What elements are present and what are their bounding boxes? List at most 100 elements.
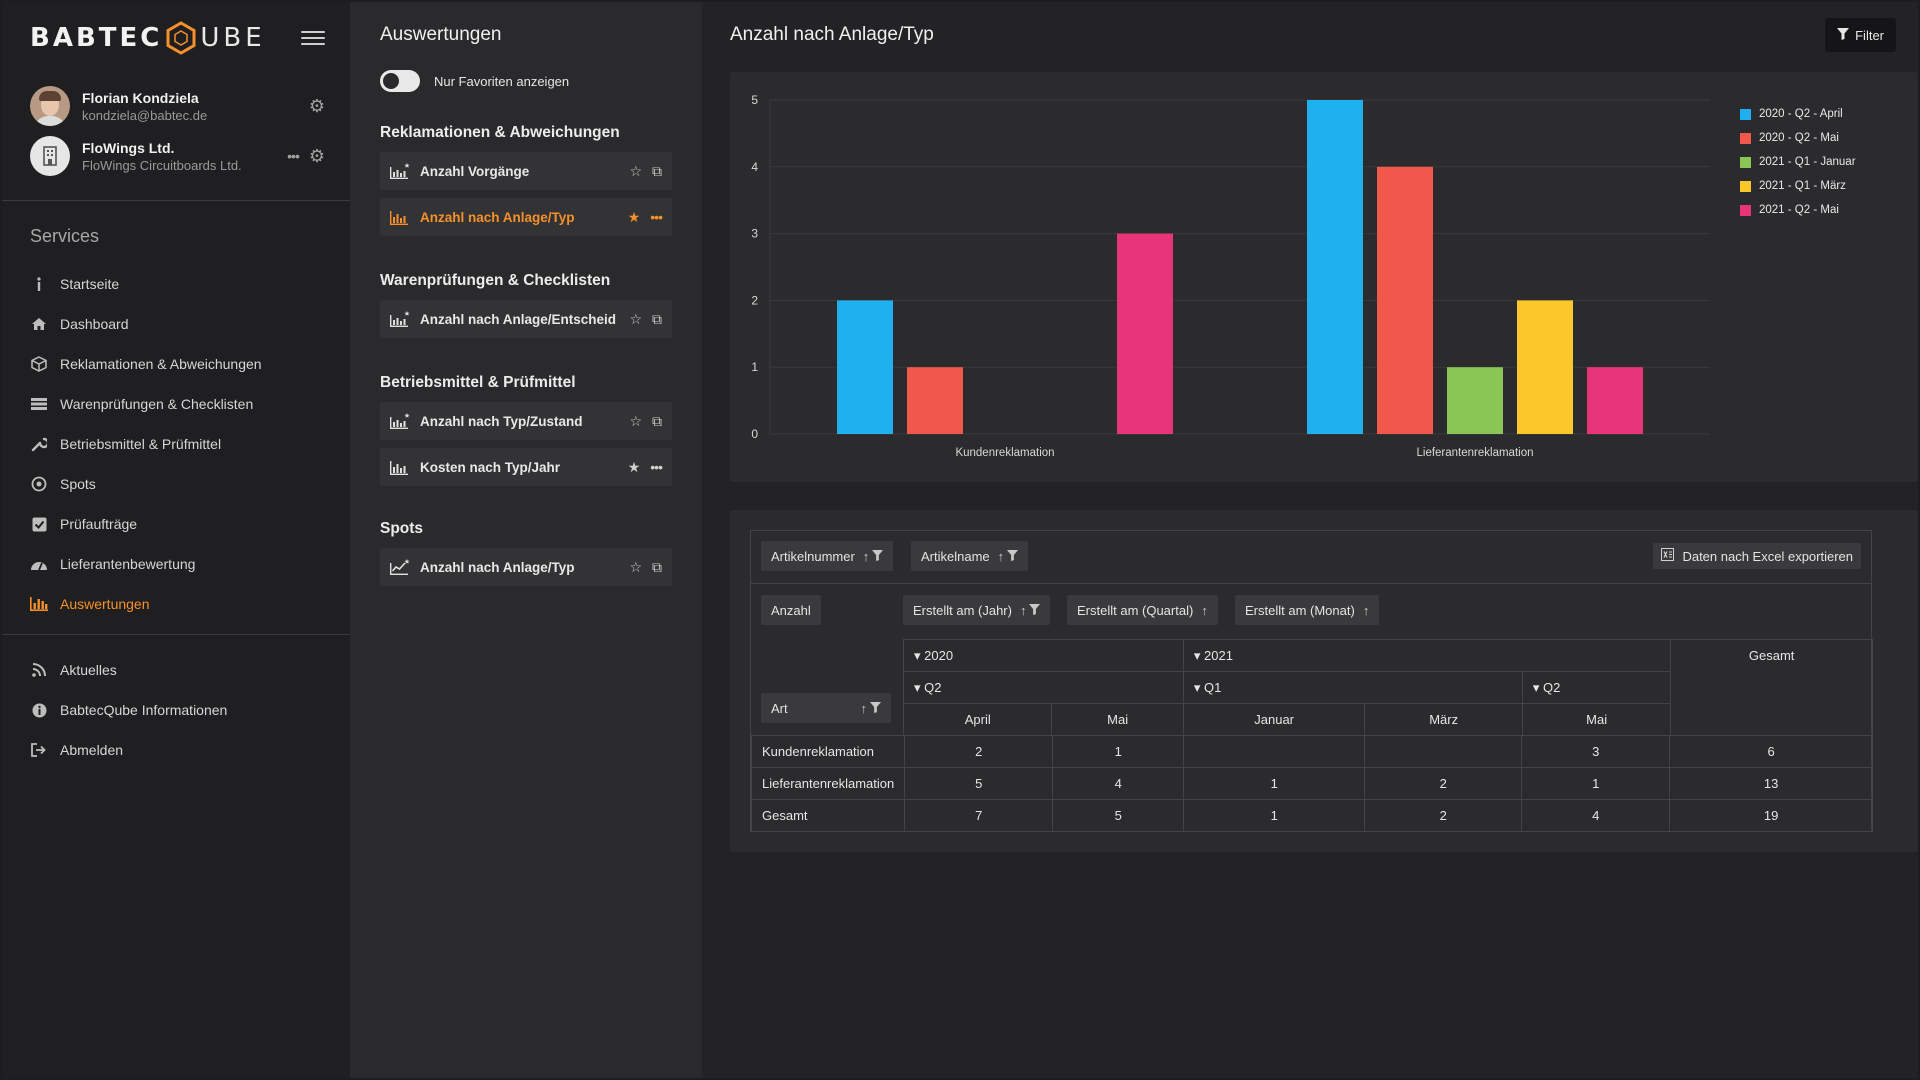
copy-icon[interactable]: ⧉ <box>652 310 662 327</box>
services-title: Services <box>30 226 100 246</box>
chip-label: Anzahl <box>771 602 811 618</box>
y-tick-label: 2 <box>751 293 758 307</box>
quarter-header[interactable]: ▾ Q2 <box>1521 671 1672 704</box>
rss-icon <box>30 663 48 677</box>
sidebar-item-auswertungen[interactable]: Auswertungen <box>30 584 330 624</box>
app-logo[interactable]: BABTEC UBE <box>30 21 266 55</box>
sort-icon[interactable]: ↑ <box>1019 602 1027 618</box>
user-block: Florian Kondziela kondziela@babtec.de ⚙ … <box>30 82 325 182</box>
sort-icon[interactable]: ↑ <box>1201 602 1208 618</box>
star-outline-icon[interactable]: ☆ <box>629 162 642 179</box>
report-item[interactable]: Anzahl nach Anlage/Entscheid ☆ ⧉ <box>380 300 672 338</box>
menu-toggle-icon[interactable] <box>301 26 325 50</box>
sidebar-item-abmelden[interactable]: Abmelden <box>30 730 330 770</box>
home-icon <box>30 317 48 331</box>
checkbox-icon <box>30 517 48 532</box>
sidebar-item-lieferantenbewertung[interactable]: Lieferantenbewertung <box>30 544 330 584</box>
star-filled-icon[interactable]: ★ <box>627 208 641 225</box>
building-icon <box>43 146 57 166</box>
filter-icon[interactable] <box>870 701 881 716</box>
report-group-title: Reklamationen & Abweichungen <box>380 124 620 141</box>
year-header[interactable]: ▾ 2021 <box>1182 639 1672 672</box>
row-field-art[interactable]: Art ↑ <box>761 693 891 723</box>
total-header: Gesamt <box>1670 639 1873 736</box>
legend-label: 2021 - Q1 - Januar <box>1759 156 1856 168</box>
quarter-header[interactable]: ▾ Q1 <box>1182 671 1523 704</box>
column-field-monat[interactable]: Erstellt am (Monat) ↑ <box>1235 595 1380 625</box>
org-name: FloWings Ltd. <box>82 139 175 156</box>
chip-label: Art <box>771 700 788 716</box>
filter-icon[interactable] <box>1007 549 1019 564</box>
month-header: April <box>902 703 1053 736</box>
sidebar-item-informationen[interactable]: BabtecQube Informationen <box>30 690 330 730</box>
quarter-label: Q2 <box>1543 679 1561 695</box>
excel-export-button[interactable]: Daten nach Excel exportieren <box>1653 543 1861 569</box>
bar <box>1377 166 1433 435</box>
table-row: Kundenreklamation 2 1 3 6 <box>750 735 1873 768</box>
year-header[interactable]: ▾ 2020 <box>903 639 1184 672</box>
legend-item[interactable]: 2021 - Q1 - Januar <box>1740 150 1856 174</box>
sort-icon[interactable]: ↑ <box>997 548 1005 564</box>
sort-icon[interactable]: ↑ <box>1362 602 1370 618</box>
sidebar-item-warenpruefungen[interactable]: Warenprüfungen & Checklisten <box>30 384 330 424</box>
more-icon[interactable]: ••• <box>650 208 663 225</box>
filter-icon[interactable] <box>1029 603 1041 618</box>
report-item[interactable]: Kosten nach Typ/Jahr ★ ••• <box>380 448 672 486</box>
report-item-active[interactable]: Anzahl nach Anlage/Typ ★ ••• <box>380 198 672 236</box>
sidebar-item-dashboard[interactable]: Dashboard <box>30 304 330 344</box>
report-item[interactable]: Anzahl nach Typ/Zustand ☆ ⧉ <box>380 402 672 440</box>
chip-label: Erstellt am (Jahr) <box>913 602 1012 618</box>
sidebar-item-spots[interactable]: Spots <box>30 464 330 504</box>
legend-item[interactable]: 2020 - Q2 - April <box>1740 102 1856 126</box>
more-icon[interactable]: ••• <box>650 458 663 475</box>
favorites-toggle[interactable] <box>380 70 420 92</box>
cube-logo-icon <box>166 21 196 55</box>
sidebar-item-reklamationen[interactable]: Reklamationen & Abweichungen <box>30 344 330 384</box>
sidebar-item-betriebsmittel[interactable]: Betriebsmittel & Prüfmittel <box>30 424 330 464</box>
logout-icon <box>30 743 48 757</box>
filter-field-artikelname[interactable]: Artikelname ↑ <box>911 541 1029 571</box>
filter-field-artikelnummer[interactable]: Artikelnummer ↑ <box>761 541 894 571</box>
column-field-quartal[interactable]: Erstellt am (Quartal) ↑ <box>1067 595 1218 625</box>
pivot-grid: Artikelnummer ↑ Artikelname ↑ Daten nach… <box>750 530 1873 832</box>
legend-swatch <box>1740 156 1751 168</box>
bar-chart-icon <box>390 459 412 475</box>
bar <box>1117 233 1173 434</box>
column-field-jahr[interactable]: Erstellt am (Jahr) ↑ <box>903 595 1051 625</box>
legend-item[interactable]: 2021 - Q2 - Mai <box>1740 198 1856 222</box>
sort-icon[interactable]: ↑ <box>862 548 870 564</box>
sort-icon[interactable]: ↑ <box>860 700 868 716</box>
org-more-icon[interactable]: ••• <box>287 148 300 164</box>
legend-swatch <box>1740 132 1751 144</box>
star-outline-icon[interactable]: ☆ <box>629 558 642 575</box>
copy-icon[interactable]: ⧉ <box>652 558 662 575</box>
org-settings-gear-icon[interactable]: ⚙ <box>308 145 325 166</box>
filter-button[interactable]: Filter <box>1825 18 1896 52</box>
row-label[interactable]: Kundenreklamation <box>750 735 906 768</box>
report-item[interactable]: Anzahl nach Anlage/Typ ☆ ⧉ <box>380 548 672 586</box>
sidebar-nav: Startseite Dashboard Reklamationen & Abw… <box>30 264 330 624</box>
avatar[interactable] <box>30 86 70 126</box>
reports-panel: Auswertungen Nur Favoriten anzeigen Rekl… <box>350 2 702 1078</box>
report-item[interactable]: Anzahl Vorgänge ☆ ⧉ <box>380 152 672 190</box>
star-filled-icon[interactable]: ★ <box>627 458 641 475</box>
sidebar-item-aktuelles[interactable]: Aktuelles <box>30 650 330 690</box>
quarter-header[interactable]: ▾ Q2 <box>903 671 1184 704</box>
year-label: 2020 <box>924 647 954 663</box>
org-avatar[interactable] <box>30 136 70 176</box>
filter-icon[interactable] <box>872 549 884 564</box>
copy-icon[interactable]: ⧉ <box>652 412 662 429</box>
report-item-label: Anzahl nach Typ/Zustand <box>420 413 583 429</box>
legend-item[interactable]: 2021 - Q1 - März <box>1740 174 1856 198</box>
sidebar-item-startseite[interactable]: Startseite <box>30 264 330 304</box>
star-outline-icon[interactable]: ☆ <box>629 412 642 429</box>
chip-label: Erstellt am (Monat) <box>1245 602 1355 618</box>
row-label[interactable]: Lieferantenreklamation <box>750 767 906 800</box>
copy-icon[interactable]: ⧉ <box>652 162 662 179</box>
sidebar-item-pruefauftraege[interactable]: Prüfaufträge <box>30 504 330 544</box>
user-email: kondziela@babtec.de <box>82 107 208 123</box>
star-outline-icon[interactable]: ☆ <box>629 310 642 327</box>
user-settings-gear-icon[interactable]: ⚙ <box>308 95 325 116</box>
measure-field-anzahl[interactable]: Anzahl <box>761 595 821 625</box>
legend-item[interactable]: 2020 - Q2 - Mai <box>1740 126 1856 150</box>
